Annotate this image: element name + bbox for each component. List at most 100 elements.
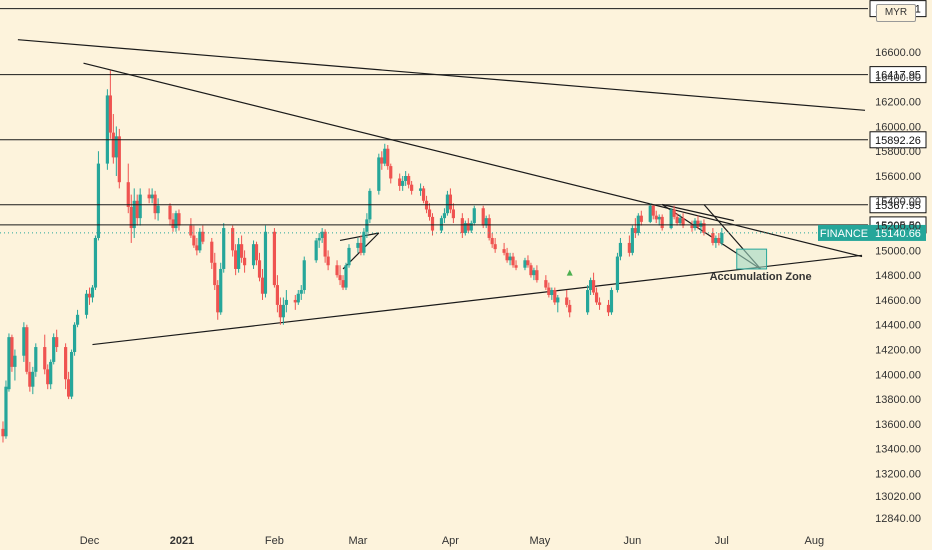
candle-body bbox=[380, 157, 384, 164]
candle-body bbox=[234, 250, 238, 269]
y-tick-label: 12840.00 bbox=[875, 513, 921, 525]
candle bbox=[448, 188, 453, 214]
candle-body bbox=[219, 268, 223, 313]
candle bbox=[702, 219, 706, 236]
candle-body bbox=[1, 428, 5, 437]
candle-body bbox=[588, 280, 593, 291]
candle-body bbox=[174, 213, 178, 229]
candle-body bbox=[678, 218, 682, 224]
candle-body bbox=[126, 182, 130, 207]
candle bbox=[254, 241, 259, 266]
x-tick-label: Aug bbox=[805, 535, 825, 547]
candle-body bbox=[314, 240, 318, 261]
candle bbox=[556, 294, 560, 313]
y-tick-label: 15400.00 bbox=[875, 196, 921, 208]
candle-body bbox=[147, 194, 151, 199]
price-axis[interactable]: 12840.00 13020.00 13200.00 13400.00 13600.00… bbox=[875, 47, 921, 525]
candle-body bbox=[523, 260, 527, 268]
candle-body bbox=[43, 347, 47, 370]
candle bbox=[469, 220, 473, 234]
candle-body bbox=[237, 244, 241, 269]
candle-body bbox=[22, 327, 26, 356]
candle-body bbox=[690, 225, 694, 229]
candle bbox=[69, 349, 74, 400]
candle bbox=[147, 188, 151, 204]
candle-body bbox=[654, 215, 658, 220]
candle-body bbox=[198, 231, 202, 251]
candle-body bbox=[299, 290, 303, 294]
candle bbox=[320, 228, 324, 243]
candle bbox=[410, 180, 414, 195]
ticker-label: FINANCE bbox=[820, 228, 868, 240]
candle-body bbox=[55, 337, 59, 348]
candle bbox=[1, 421, 5, 443]
candle bbox=[75, 309, 80, 328]
candle bbox=[347, 244, 351, 268]
candle-body bbox=[714, 237, 718, 243]
candle-body bbox=[28, 371, 32, 387]
candle-body bbox=[240, 244, 244, 258]
candle bbox=[377, 153, 381, 195]
candle-body bbox=[547, 287, 551, 295]
candle bbox=[55, 329, 59, 352]
candle bbox=[529, 262, 533, 278]
candle bbox=[317, 233, 321, 248]
candle bbox=[129, 194, 133, 243]
candle bbox=[43, 334, 47, 375]
candle-body bbox=[490, 237, 494, 245]
candle-body bbox=[615, 256, 620, 291]
candle bbox=[568, 299, 572, 318]
candle bbox=[657, 214, 661, 226]
candle bbox=[72, 322, 77, 356]
candle-body bbox=[383, 148, 387, 164]
candle-body bbox=[669, 209, 673, 229]
candle-body bbox=[320, 231, 324, 238]
candle-body bbox=[260, 277, 265, 294]
candle-body bbox=[10, 337, 14, 367]
candle-body bbox=[7, 337, 11, 390]
y-tick-label: 13200.00 bbox=[875, 468, 921, 480]
y-tick-label: 14600.00 bbox=[875, 295, 921, 307]
candle bbox=[278, 297, 282, 325]
candle bbox=[22, 322, 26, 362]
candle bbox=[114, 126, 118, 176]
candle-body bbox=[511, 256, 515, 266]
candle bbox=[720, 228, 724, 246]
candle bbox=[299, 285, 303, 300]
candle-body bbox=[508, 256, 512, 261]
time-axis[interactable]: Dec 2021 Feb Mar Apr May Jun Jul Aug bbox=[80, 535, 824, 547]
candle bbox=[466, 218, 470, 234]
candle bbox=[672, 205, 676, 220]
candle bbox=[550, 287, 554, 300]
candle bbox=[690, 220, 694, 232]
candle bbox=[105, 89, 109, 170]
candle-body bbox=[404, 176, 408, 181]
candle bbox=[633, 218, 637, 238]
last-price-box bbox=[870, 224, 926, 241]
candle bbox=[25, 324, 29, 375]
candle-body bbox=[636, 215, 640, 234]
candle-body bbox=[648, 205, 652, 222]
y-tick-label: 16400.00 bbox=[875, 72, 921, 84]
candle-body bbox=[49, 361, 53, 385]
candle-body bbox=[278, 304, 282, 318]
trendline bbox=[339, 232, 379, 242]
candle-body bbox=[568, 304, 572, 313]
y-tick-label: 16000.00 bbox=[875, 121, 921, 133]
candle bbox=[678, 214, 682, 226]
candle bbox=[669, 208, 673, 230]
candle-body bbox=[201, 231, 205, 242]
candle-body bbox=[272, 231, 277, 286]
candle-body bbox=[556, 297, 560, 303]
candle bbox=[365, 213, 369, 238]
candle-body bbox=[386, 148, 390, 167]
candle-body bbox=[627, 242, 631, 253]
candle-body bbox=[338, 275, 342, 281]
candle-body bbox=[418, 188, 423, 191]
currency-badge[interactable]: MYR bbox=[876, 4, 916, 22]
horizontal-levels: 16950.4116417.9515892.2615367.9515205.50… bbox=[0, 0, 927, 241]
candle-body bbox=[606, 304, 611, 313]
y-tick-label: 13800.00 bbox=[875, 394, 921, 406]
candle-body bbox=[25, 327, 29, 372]
candle-body bbox=[323, 231, 327, 257]
